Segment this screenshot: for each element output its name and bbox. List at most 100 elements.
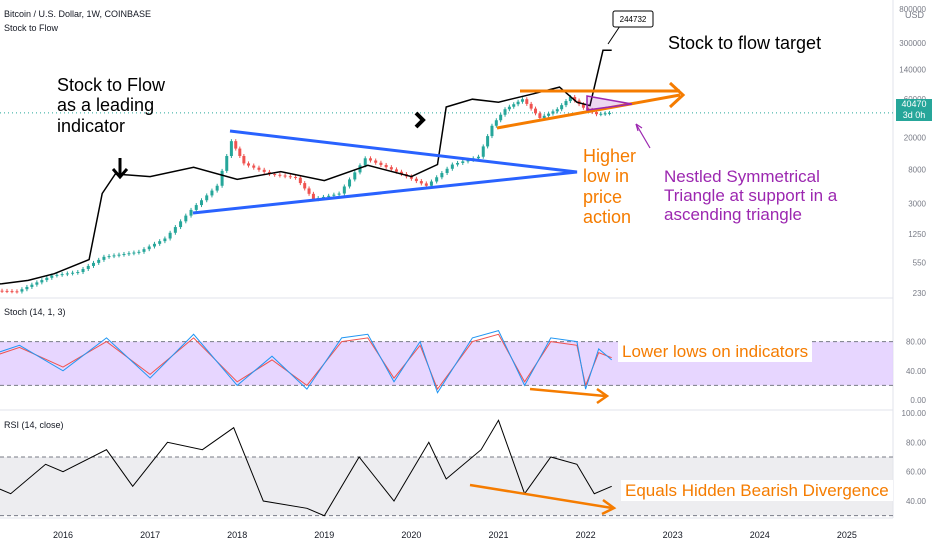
last-price-tag: 40470 3d 0h — [896, 99, 932, 121]
price-candle — [461, 161, 465, 163]
price-candle — [220, 170, 224, 186]
annotation-nestled-triangle: Nestled Symmetrical Triangle at support … — [664, 167, 838, 225]
stoch-k-line — [0, 330, 613, 394]
price-candle — [107, 256, 111, 258]
price-candle — [252, 165, 256, 168]
price-axis-tick: 230 — [913, 289, 927, 298]
arrow-down-icon — [111, 158, 129, 180]
symbol-title: Bitcoin / U.S. Dollar, 1W, COINBASE — [4, 9, 152, 19]
price-candle — [542, 115, 546, 118]
price-axis-tick: 140000 — [899, 66, 926, 75]
price-candle — [127, 253, 131, 255]
price-candle — [122, 253, 126, 255]
price-axis-tick: 300000 — [899, 39, 926, 48]
price-candle — [97, 259, 101, 263]
price-candle — [179, 221, 183, 228]
price-candle — [520, 99, 524, 102]
price-candle — [262, 169, 266, 172]
price-candle — [311, 193, 315, 200]
price-candle — [409, 176, 413, 179]
rsi-line — [0, 419, 612, 517]
price-candle — [294, 176, 298, 178]
blue-triangle-lines — [192, 129, 578, 215]
time-axis-tick: 2025 — [837, 530, 857, 540]
price-candle — [189, 209, 193, 216]
price-candle — [363, 158, 367, 166]
price-candle — [30, 284, 34, 287]
price-candle — [117, 254, 121, 256]
price-candle — [25, 286, 29, 290]
price-candle — [102, 256, 106, 260]
price-candle — [525, 99, 529, 104]
last-price-value: 40470 — [901, 99, 927, 109]
price-candle — [394, 169, 398, 172]
price-candle — [86, 265, 90, 269]
rsi-axis-tick: 40.00 — [906, 497, 927, 506]
time-axis-tick: 2021 — [488, 530, 508, 540]
target-callout-leader — [607, 25, 621, 45]
price-candle — [476, 156, 480, 159]
price-candle — [440, 173, 444, 178]
price-candle — [414, 178, 418, 182]
stoch-divergence-arrowhead — [596, 387, 610, 405]
price-candle — [538, 113, 542, 118]
price-candle — [147, 246, 151, 250]
time-axis-tick: 2024 — [750, 530, 770, 540]
annotation-lower-lows: Lower lows on indicators — [618, 341, 813, 363]
price-candle — [152, 243, 156, 247]
price-candle — [494, 120, 498, 126]
price-candle — [158, 241, 162, 244]
price-candle — [0, 290, 4, 292]
price-candle — [35, 282, 39, 285]
price-candle — [603, 113, 607, 115]
price-candle — [529, 103, 533, 109]
price-candle — [573, 96, 577, 101]
price-candle — [278, 174, 282, 176]
price-candle — [205, 195, 209, 201]
price-candle — [283, 175, 287, 177]
price-candle — [288, 176, 292, 178]
price-candle — [65, 273, 69, 275]
price-candle — [257, 167, 261, 170]
price-candle — [353, 172, 357, 180]
price-candle — [399, 171, 403, 175]
price-candle — [337, 193, 341, 195]
rsi-divergence-arrowhead — [601, 498, 617, 516]
price-candle — [273, 174, 277, 176]
price-candle — [419, 181, 423, 184]
purple-pointer-head — [635, 123, 643, 132]
price-candle — [608, 112, 612, 114]
overlay-label: Stock to Flow — [4, 23, 59, 33]
rsi-title: RSI (14, close) — [4, 420, 64, 430]
price-candle — [45, 277, 49, 281]
currency-label: USD — [905, 10, 925, 20]
price-candle — [342, 186, 346, 194]
price-candle — [374, 160, 378, 163]
price-candle — [15, 291, 19, 293]
price-candle — [534, 108, 538, 114]
price-candle — [389, 167, 393, 170]
price-candle — [91, 262, 95, 266]
annotation-hidden-bearish-divergence: Equals Hidden Bearish Divergence — [621, 480, 893, 502]
price-axis-tick: 1250 — [908, 230, 926, 239]
price-candle — [507, 106, 511, 110]
price-candle — [215, 185, 219, 191]
price-candle — [242, 155, 246, 164]
arrow-right-icon — [414, 111, 426, 129]
annotation-stf-target: Stock to flow target — [668, 33, 822, 53]
price-axis-tick: 8000 — [908, 165, 926, 174]
price-candle — [307, 188, 311, 194]
price-candle — [594, 112, 598, 115]
price-candle — [55, 274, 59, 276]
price-axis-tick: 20000 — [904, 133, 927, 142]
price-candle — [132, 252, 136, 254]
price-candle — [435, 177, 439, 182]
price-candle — [564, 101, 568, 106]
price-candle — [581, 104, 585, 108]
price-candle — [490, 125, 494, 137]
price-candle — [555, 109, 559, 112]
stoch-axis-tick: 0.00 — [910, 396, 926, 405]
price-candle — [112, 255, 116, 257]
price-candle — [247, 163, 251, 166]
price-candle — [568, 96, 572, 102]
